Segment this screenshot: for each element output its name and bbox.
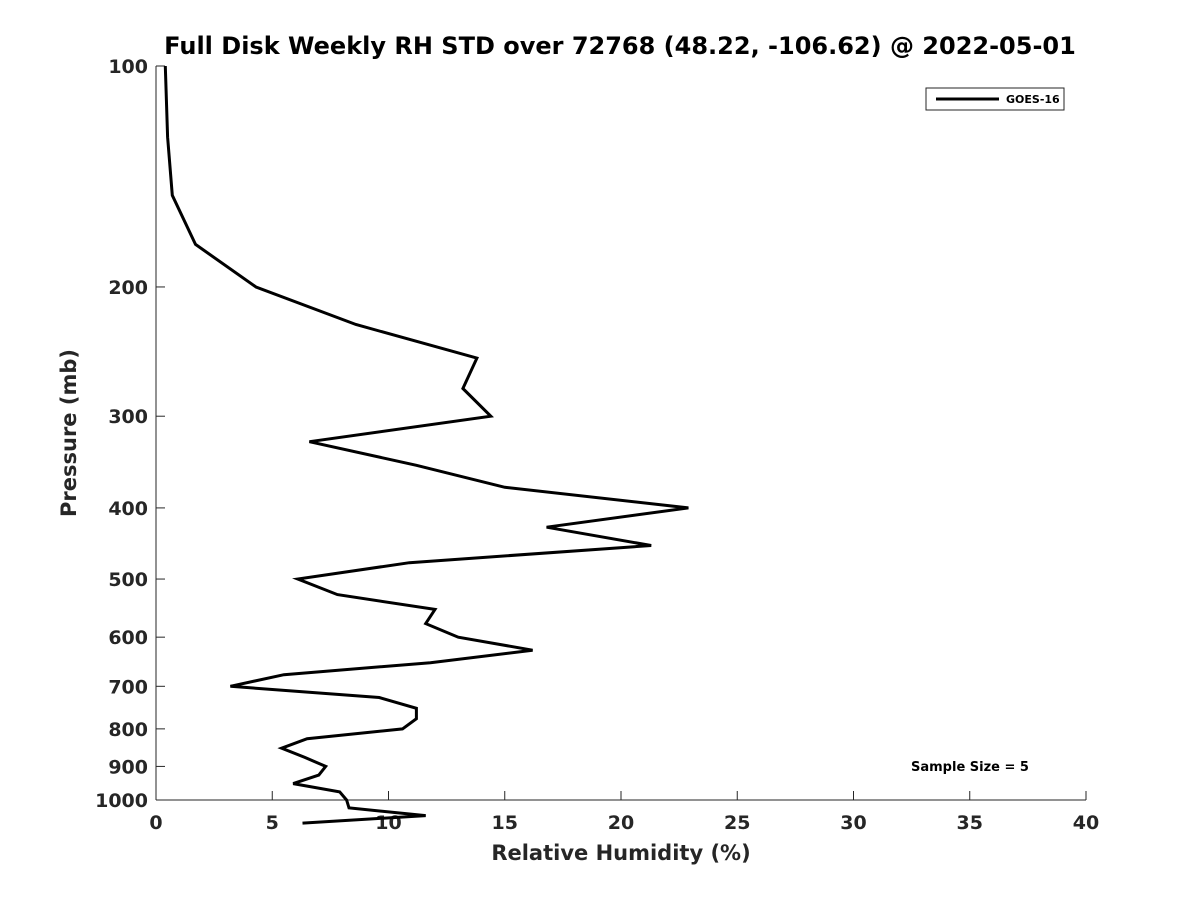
y-tick-label: 400 — [108, 498, 148, 520]
legend-label-goes-16: GOES-16 — [1006, 93, 1060, 106]
y-tick-label: 800 — [108, 719, 148, 741]
x-tick-label: 35 — [957, 812, 983, 834]
x-axis-label: Relative Humidity (%) — [491, 841, 750, 865]
x-tick-label: 5 — [266, 812, 279, 834]
y-tick-label: 700 — [108, 676, 148, 698]
x-tick-label: 10 — [375, 812, 401, 834]
y-axis-label: Pressure (mb) — [57, 349, 81, 517]
y-ticks: 100 200 300 400 500 600 700 800 900 1000 — [95, 56, 165, 812]
x-tick-label: 15 — [492, 812, 518, 834]
chart-title: Full Disk Weekly RH STD over 72768 (48.2… — [164, 32, 1076, 60]
y-tick-label: 500 — [108, 569, 148, 591]
series-line-goes-16 — [163, 65, 689, 825]
legend: GOES-16 — [925, 87, 1065, 111]
y-tick-label: 200 — [108, 277, 148, 299]
x-tick-label: 0 — [149, 812, 162, 834]
y-tick-label: 300 — [108, 406, 148, 428]
y-tick-label: 600 — [108, 627, 148, 649]
series-layer — [163, 65, 689, 825]
x-tick-label: 25 — [724, 812, 750, 834]
x-tick-label: 40 — [1073, 812, 1099, 834]
x-tick-label: 30 — [840, 812, 866, 834]
y-tick-label: 900 — [108, 756, 148, 778]
y-tick-label: 100 — [108, 56, 148, 78]
sample-size-annotation: Sample Size = 5 — [911, 760, 1029, 775]
y-tick-label: 1000 — [95, 790, 148, 812]
x-ticks: 0 5 10 15 20 25 30 35 40 — [149, 791, 1099, 834]
x-tick-label: 20 — [608, 812, 634, 834]
